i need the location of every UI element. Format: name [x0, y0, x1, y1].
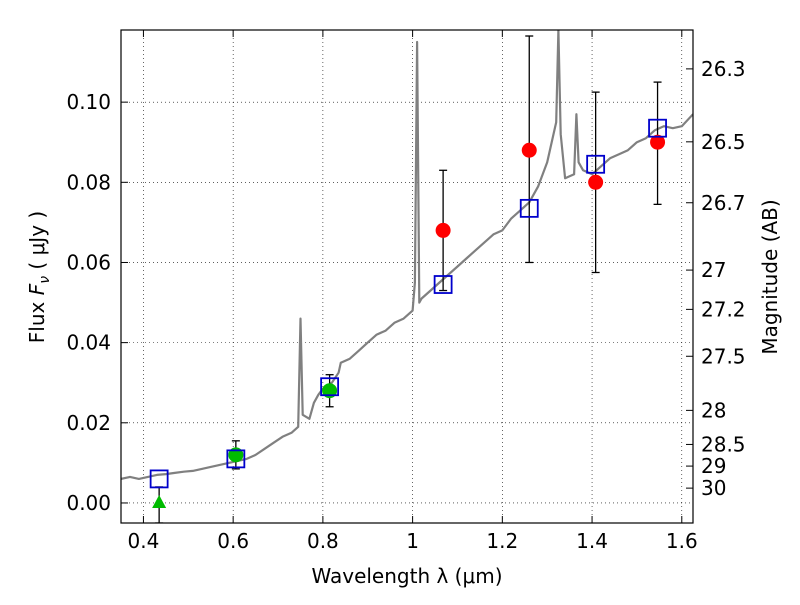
- x-tick-label: 0.6: [217, 529, 249, 553]
- y2-tick-label: 27: [701, 258, 726, 282]
- y-tick-label: 0.04: [66, 331, 111, 355]
- model-photometry-square: [586, 154, 606, 174]
- plot-frame: [120, 29, 694, 524]
- observed-point: [650, 134, 666, 150]
- y-tick-label: 0.06: [66, 250, 111, 274]
- x-axis-title: Wavelength λ (μm): [311, 564, 502, 588]
- x-tick-label: 1.6: [666, 529, 698, 553]
- y2-tick-label: 27.5: [701, 344, 746, 368]
- y2-tick-label: 26.3: [701, 57, 746, 81]
- y2-axis-title: Magnitude (AB): [758, 199, 782, 354]
- observed-point: [435, 222, 451, 238]
- model-sed-line: [121, 30, 693, 480]
- y-tick-label: 0.02: [66, 411, 111, 435]
- model-photometry-square: [320, 377, 340, 397]
- y2-tick-label: 26.5: [701, 130, 746, 154]
- y-axis-title: Flux Fν ( μJy ): [25, 211, 53, 343]
- model-photometry-square: [648, 118, 667, 138]
- observed-point: [588, 174, 604, 190]
- y2-tick-label: 27.2: [701, 297, 746, 321]
- y-tick-label: 0.10: [66, 90, 111, 114]
- model-photometry-square: [433, 275, 453, 294]
- model-photometry-square: [149, 469, 169, 489]
- x-tick-label: 0.4: [128, 529, 160, 553]
- x-tick-label: 1.2: [486, 529, 518, 553]
- y-tick-label: 0.00: [66, 491, 111, 515]
- model-photometry-square: [226, 449, 246, 469]
- y2-tick-label: 26.7: [701, 191, 746, 215]
- upper-limit-marker: [152, 494, 167, 508]
- y2-tick-label: 29: [701, 454, 726, 478]
- x-tick-label: 1.4: [576, 529, 608, 553]
- x-tick-label: 1: [406, 529, 419, 553]
- x-tick-label: 0.8: [307, 529, 339, 553]
- model-photometry-square: [519, 198, 539, 218]
- y2-tick-label: 28: [701, 398, 726, 422]
- y2-tick-label: 28.5: [701, 432, 746, 456]
- grid-layer: [121, 30, 693, 523]
- y2-tick-label: 30: [701, 476, 726, 500]
- observed-point: [521, 142, 537, 158]
- data-layer: [121, 30, 693, 523]
- axis-layer: 0.4 0.6 0.8 1 1.2 1.4 1.6 0.00 0.02 0.04 0.06 0.08 0…: [66, 30, 746, 553]
- y-tick-label: 0.08: [66, 170, 111, 194]
